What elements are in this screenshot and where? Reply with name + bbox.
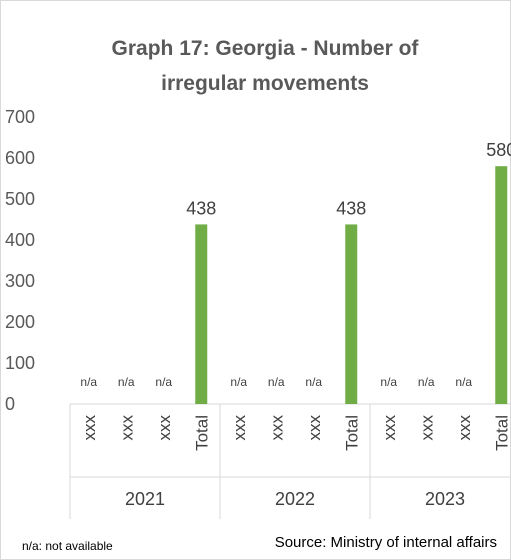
category-label: xxx	[417, 415, 436, 441]
category-label: Total	[492, 415, 511, 451]
na-label: n/a	[418, 375, 435, 389]
y-tick-label: 700	[5, 107, 35, 127]
na-label: n/a	[118, 375, 135, 389]
category-label: xxx	[117, 415, 136, 441]
footnote: n/a: not available	[22, 539, 113, 553]
na-label: n/a	[305, 375, 322, 389]
category-label: xxx	[80, 415, 99, 441]
source-note: Source: Ministry of internal affairs	[274, 534, 497, 551]
bar	[195, 224, 208, 404]
category-label: Total	[192, 415, 211, 451]
na-label: n/a	[455, 375, 472, 389]
na-label: n/a	[268, 375, 285, 389]
y-tick-label: 500	[5, 189, 35, 209]
group-label: 2021	[125, 489, 165, 509]
y-tick-label: 200	[5, 312, 35, 332]
y-tick-label: 600	[5, 148, 35, 168]
category-label: xxx	[380, 415, 399, 441]
chart-title-line-1: Graph 17: Georgia - Number of	[112, 37, 420, 60]
bar	[345, 224, 358, 404]
y-tick-label: 400	[5, 230, 35, 250]
data-label: 438	[336, 198, 366, 218]
data-label: 438	[186, 198, 216, 218]
bar	[495, 166, 508, 404]
y-tick-label: 300	[5, 271, 35, 291]
na-label: n/a	[155, 375, 172, 389]
category-label: Total	[342, 415, 361, 451]
chart-title-line-2: irregular movements	[161, 72, 369, 95]
na-label: n/a	[80, 375, 97, 389]
category-label: xxx	[305, 415, 324, 441]
category-label: xxx	[267, 415, 286, 441]
category-label: xxx	[230, 415, 249, 441]
category-label: xxx	[155, 415, 174, 441]
y-tick-label: 100	[5, 353, 35, 373]
na-label: n/a	[380, 375, 397, 389]
category-label: xxx	[455, 415, 474, 441]
na-label: n/a	[230, 375, 247, 389]
group-label: 2022	[275, 489, 315, 509]
group-label: 2023	[425, 489, 465, 509]
y-tick-label: 0	[5, 394, 15, 414]
data-label: 580	[486, 140, 511, 160]
